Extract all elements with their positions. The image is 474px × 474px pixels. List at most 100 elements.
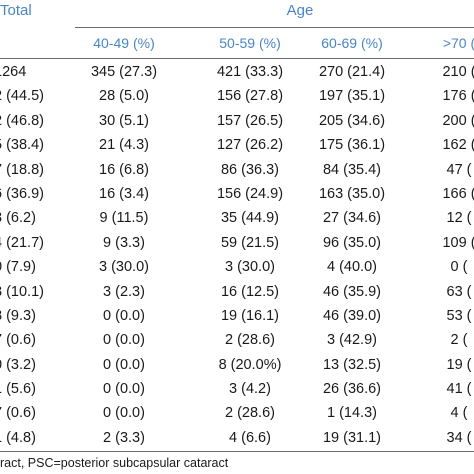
table-row: 8 (9.3) 0 (0.0) 19 (16.1) 46 (39.0) 53 ( (0, 304, 474, 328)
table-bottom-rule (0, 451, 474, 452)
age-cell: 176 ( (442, 88, 474, 105)
table-row: 5 (38.4) 21 (4.3) 127 (26.2) 175 (36.1) 162 … (0, 133, 474, 157)
age-cell: 26 (36.6) (322, 381, 382, 398)
age-cell: 19 (16.1) (220, 307, 280, 324)
age-cell: 0 (0.0) (103, 405, 145, 422)
age-cell: 163 (35.0) (318, 185, 386, 202)
age-cell: 16 (6.8) (99, 161, 149, 178)
age-cell: 59 (21.5) (220, 234, 280, 251)
total-cell: 0 (7.9) (0, 259, 36, 276)
age-cell: 84 (35.4) (322, 161, 382, 178)
table-row: 6 (36.9) 16 (3.4) 156 (24.9) 163 (35.0) 166 … (0, 182, 474, 206)
total-column-header: Total (0, 2, 32, 19)
age-cell: 27 (34.6) (322, 210, 382, 227)
total-cell: 4 (21.7) (0, 234, 44, 251)
age-cell: 345 (27.3) (90, 64, 158, 80)
age-cell: 0 (0.0) (103, 381, 145, 398)
age-cell: 3 (30.0) (225, 259, 275, 276)
age-cell: 3 (30.0) (99, 259, 149, 276)
age-cell: 9 (3.3) (103, 234, 145, 251)
age-cell: 47 ( (446, 161, 472, 178)
column-header-60-69: 60-69 (%) (321, 35, 383, 51)
age-cell: 421 (33.3) (216, 64, 284, 80)
header-bottom-rule (0, 58, 474, 59)
header-row-columns: 40-49 (%) 50-59 (%) 60-69 (%) >70 ( (0, 31, 474, 57)
age-cell: 197 (35.1) (318, 88, 386, 105)
age-cell: 63 ( (446, 283, 472, 300)
age-cell: 166 ( (442, 185, 474, 202)
total-cell: 6 (36.9) (0, 185, 44, 202)
table-row: 1 (5.6) 0 (0.0) 3 (4.2) 26 (36.6) 41 ( (0, 377, 474, 401)
age-cell: 8 (20.0%) (218, 356, 282, 373)
age-group-header: Age (286, 2, 314, 19)
age-cell: 35 (44.9) (220, 210, 280, 227)
age-cell: 109 ( (442, 234, 474, 251)
total-cell: 1 (4.8) (0, 429, 36, 446)
total-cell: 3 (10.1) (0, 283, 44, 300)
table-row: 7 (0.6) 0 (0.0) 2 (28.6) 1 (14.3) 4 ( (0, 401, 474, 425)
age-cell: 3 (2.3) (103, 283, 145, 300)
age-cell: 9 (11.5) (99, 210, 149, 227)
table-row: 2 (46.8) 30 (5.1) 157 (26.5) 205 (34.6) 200 … (0, 109, 474, 133)
age-cell: 127 (26.2) (216, 137, 284, 154)
total-cell: 3 (6.2) (0, 210, 36, 227)
total-cell: 7 (0.6) (0, 405, 36, 422)
age-cell: 4 (40.0) (327, 259, 377, 276)
table-footnote: ract, PSC=posterior subcapsular cataract (0, 456, 229, 470)
age-cell: 4 ( (450, 405, 468, 422)
age-cell: 0 (0.0) (103, 356, 145, 373)
age-cell: 157 (26.5) (216, 112, 284, 129)
age-cell: 13 (32.5) (322, 356, 382, 373)
age-cell: 46 (35.9) (322, 283, 382, 300)
age-cell: 96 (35.0) (322, 234, 382, 251)
column-header-40-49: 40-49 (%) (93, 35, 155, 51)
age-cell: 1 (14.3) (327, 405, 377, 422)
total-cell: 1264 (0, 64, 27, 80)
age-cell: 3 (42.9) (327, 332, 377, 349)
age-cell: 3 (4.2) (229, 381, 271, 398)
table-row: 1264 345 (27.3) 421 (33.3) 270 (21.4) 210 ( (0, 60, 474, 84)
age-cell: 200 ( (442, 112, 474, 129)
table-row: 0 (3.2) 0 (0.0) 8 (20.0%) 13 (32.5) 19 ( (0, 353, 474, 377)
age-cell: 2 (28.6) (225, 332, 275, 349)
table-row: 7 (18.8) 16 (6.8) 86 (36.3) 84 (35.4) 47 ( (0, 158, 474, 182)
age-cell: 30 (5.1) (99, 112, 149, 129)
age-cell: 205 (34.6) (318, 112, 386, 129)
table-row: 7 (0.6) 0 (0.0) 2 (28.6) 3 (42.9) 2 ( (0, 328, 474, 352)
age-cell: 16 (3.4) (99, 185, 149, 202)
age-cell: 53 ( (446, 307, 472, 324)
total-cell: 7 (18.8) (0, 161, 44, 178)
age-cell: 156 (27.8) (216, 88, 284, 105)
total-cell: 7 (0.6) (0, 332, 36, 349)
age-cell: 2 (3.3) (103, 429, 145, 446)
age-cell: 21 (4.3) (99, 137, 149, 154)
age-cell: 28 (5.0) (99, 88, 149, 105)
column-header-70-plus: >70 ( (442, 35, 474, 51)
age-cell: 0 (0.0) (103, 332, 145, 349)
age-cell: 34 ( (446, 429, 472, 446)
age-cell: 19 (31.1) (322, 429, 382, 446)
age-cell: 2 ( (450, 332, 468, 349)
total-cell: 2 (44.5) (0, 88, 44, 105)
age-cell: 19 ( (446, 356, 472, 373)
age-cell: 210 ( (442, 64, 474, 80)
age-cell: 162 ( (442, 137, 474, 154)
age-cell: 175 (36.1) (318, 137, 386, 154)
age-cell: 16 (12.5) (220, 283, 280, 300)
total-cell: 0 (3.2) (0, 356, 36, 373)
table-row: 2 (44.5) 28 (5.0) 156 (27.8) 197 (35.1) 176 … (0, 84, 474, 108)
age-cell: 12 ( (446, 210, 472, 227)
column-header-50-59: 50-59 (%) (219, 35, 281, 51)
age-header-rule (75, 27, 474, 28)
table-row: 3 (10.1) 3 (2.3) 16 (12.5) 46 (35.9) 63 ( (0, 280, 474, 304)
age-cell: 86 (36.3) (220, 161, 280, 178)
table-row: 3 (6.2) 9 (11.5) 35 (44.9) 27 (34.6) 12 ( (0, 206, 474, 230)
total-cell: 8 (9.3) (0, 307, 36, 324)
age-cell: 156 (24.9) (216, 185, 284, 202)
age-cell: 0 (0.0) (103, 307, 145, 324)
total-cell: 2 (46.8) (0, 112, 44, 129)
age-cell: 2 (28.6) (225, 405, 275, 422)
total-cell: 5 (38.4) (0, 137, 44, 154)
header-row-top: Total Age (0, 0, 474, 24)
